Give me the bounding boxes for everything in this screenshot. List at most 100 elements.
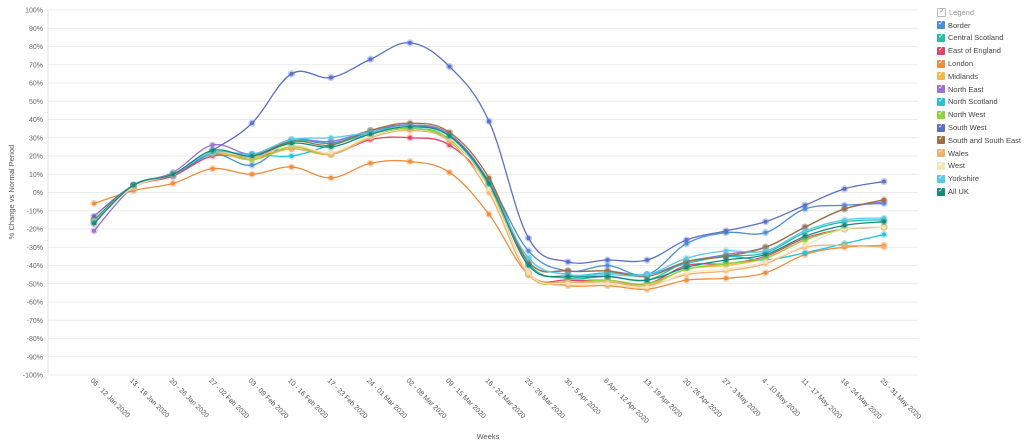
legend-item-wales[interactable]: Wales [937,147,1021,160]
data-point[interactable] [487,175,491,180]
data-point[interactable] [803,234,807,239]
data-point[interactable] [882,225,886,230]
data-point[interactable] [882,179,886,184]
data-point[interactable] [882,245,886,250]
legend-checkbox-icon[interactable] [937,109,945,119]
data-point[interactable] [131,188,136,193]
legend-checkbox-icon[interactable] [937,186,945,196]
legend-item-north-west[interactable]: North West [937,108,1021,121]
data-point[interactable] [882,219,886,224]
data-point[interactable] [487,181,491,186]
legend-checkbox-icon[interactable] [937,83,945,94]
data-point[interactable] [250,154,254,158]
data-point[interactable] [368,132,373,137]
data-point[interactable] [526,248,531,253]
data-point[interactable] [408,159,412,164]
data-point[interactable] [684,237,689,242]
data-point[interactable] [842,223,847,228]
data-point[interactable] [131,183,136,188]
data-point[interactable] [724,254,728,259]
data-point[interactable] [408,121,412,126]
data-point[interactable] [92,214,96,219]
legend-item-north-east[interactable]: North East [937,83,1021,96]
data-point[interactable] [645,278,649,283]
data-point[interactable] [882,216,886,221]
data-point[interactable] [763,248,768,253]
legend-item-south-west[interactable]: South West [937,121,1021,134]
legend-checkbox-icon[interactable] [937,173,945,183]
data-point[interactable] [289,137,294,142]
data-point[interactable] [210,148,215,153]
legend-checkbox-icon[interactable] [937,58,945,68]
data-point[interactable] [329,75,333,80]
data-point[interactable] [447,143,452,148]
data-point[interactable] [408,124,412,129]
data-point[interactable] [645,272,649,277]
data-point[interactable] [763,245,768,250]
data-point[interactable] [329,135,333,140]
data-point[interactable] [447,64,452,69]
data-point[interactable] [605,274,610,279]
legend-item-yorkshire[interactable]: Yorkshire [937,172,1021,185]
data-point[interactable] [92,201,96,206]
data-point[interactable] [803,243,807,248]
data-point[interactable] [92,221,96,226]
data-point[interactable] [763,259,768,264]
data-point[interactable] [842,186,847,191]
data-point[interactable] [605,258,610,263]
legend-item-east-of-england[interactable]: East of England [937,44,1021,57]
data-point[interactable] [329,144,333,149]
data-point[interactable] [447,133,452,138]
data-point[interactable] [171,181,175,186]
data-point[interactable] [645,285,649,290]
data-point[interactable] [605,268,610,273]
data-point[interactable] [882,232,886,237]
data-point[interactable] [803,203,807,208]
legend-item-central-scotland[interactable]: Central Scotland [937,32,1021,45]
data-point[interactable] [447,139,452,144]
data-point[interactable] [566,274,570,279]
data-point[interactable] [605,263,610,268]
data-point[interactable] [329,150,333,155]
data-point[interactable] [526,263,531,268]
data-point[interactable] [684,270,689,275]
data-point[interactable] [645,258,649,263]
legend-checkbox-icon[interactable] [937,7,946,17]
legend-item-north-scotland[interactable]: North Scotland [937,96,1021,109]
data-point[interactable] [803,228,807,233]
data-point[interactable] [803,237,807,242]
data-point[interactable] [289,154,294,158]
data-point[interactable] [605,281,610,286]
data-point[interactable] [368,57,373,62]
data-point[interactable] [803,225,807,230]
legend-item-west[interactable]: West [937,160,1021,173]
data-point[interactable] [566,259,570,264]
data-point[interactable] [289,164,294,169]
data-point[interactable] [250,172,254,177]
data-point[interactable] [842,203,847,208]
data-point[interactable] [447,130,452,135]
legend-checkbox-icon[interactable] [937,70,945,81]
legend-checkbox-icon[interactable] [937,32,945,42]
data-point[interactable] [487,212,491,217]
data-point[interactable] [408,135,412,140]
data-point[interactable] [368,161,373,166]
data-point[interactable] [289,141,294,146]
data-point[interactable] [684,241,689,246]
data-point[interactable] [250,163,254,168]
legend-checkbox-icon[interactable] [937,147,945,158]
data-point[interactable] [724,276,728,281]
data-point[interactable] [171,172,175,177]
data-point[interactable] [526,256,531,261]
data-point[interactable] [684,265,689,270]
data-point[interactable] [487,119,491,124]
data-point[interactable] [250,121,254,126]
legend-checkbox-icon[interactable] [937,160,945,170]
data-point[interactable] [526,259,531,264]
legend-item-border[interactable]: Border [937,19,1021,32]
legend-item-all-uk[interactable]: All UK [937,185,1021,198]
data-point[interactable] [763,219,768,224]
data-point[interactable] [487,186,491,191]
data-point[interactable] [724,248,728,253]
data-point[interactable] [724,267,728,272]
